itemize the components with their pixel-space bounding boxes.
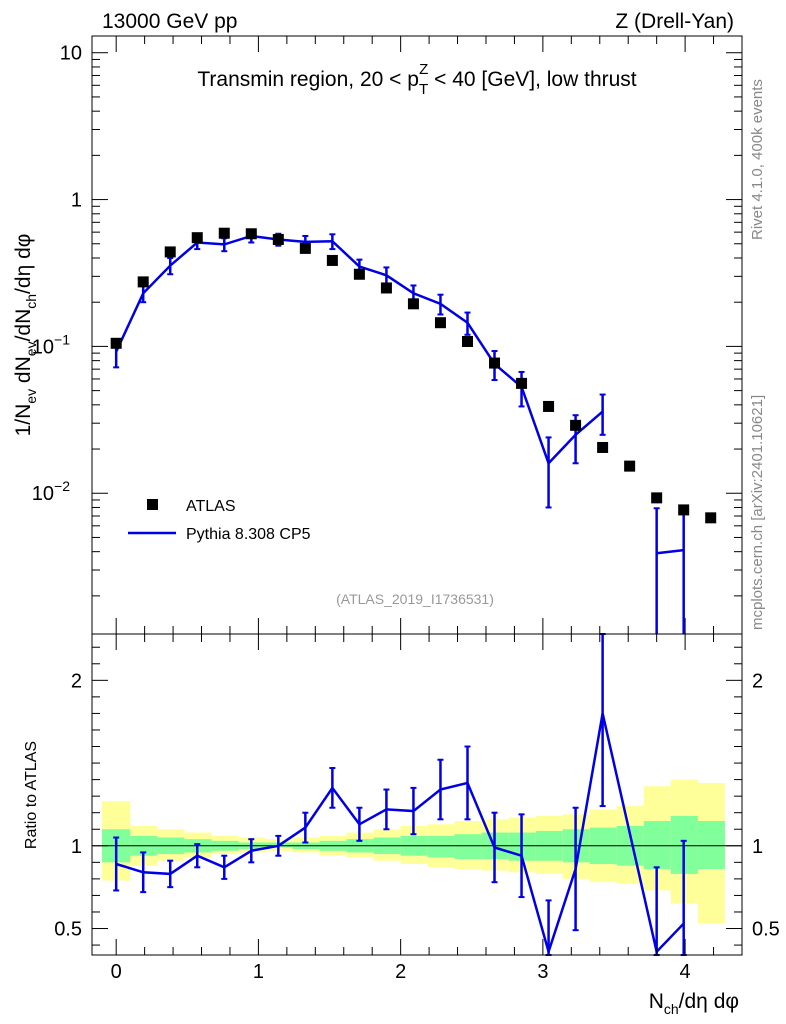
process-label: Z (Drell-Yan) [615, 10, 734, 33]
atlas-data-point [407, 298, 419, 310]
ratio-panel: 0.5 0.5 1 1 2 2 0 1 2 3 4 Ratio to ATLAS Nch/dη d… [23, 633, 780, 1017]
atlas-data-point [543, 400, 555, 412]
legend-label-atlas: ATLAS [186, 498, 236, 515]
x-tick-label: 1 [253, 961, 264, 983]
atlas-data-point [624, 460, 636, 472]
title-post: < 40 [GeV], low thrust [428, 68, 637, 91]
ratio-band-inner [427, 835, 455, 858]
plot-title: Transmin region, 20 < pTZ < 40 [GeV], lo… [197, 61, 636, 98]
ratio-y-tick-label-right: 0.5 [752, 919, 780, 941]
x-tick-label: 2 [395, 961, 406, 983]
atlas-data-point [218, 227, 230, 239]
atlas-data-point [597, 441, 609, 453]
atlas-data-point [705, 512, 717, 524]
atlas-data-point [380, 282, 392, 294]
x-tick-label: 0 [111, 961, 122, 983]
ratio-y-axis: 0.5 0.5 1 1 2 2 [54, 646, 780, 946]
ratio-uncertainty-bands [101, 779, 725, 924]
legend-label-mc: Pythia 8.308 CP5 [186, 526, 311, 543]
y-tick-label-exponent: −2 [54, 478, 70, 494]
ratio-x-axis: 0 1 2 3 4 [111, 634, 743, 983]
x-tick-label: 3 [537, 961, 548, 983]
atlas-data-point [164, 246, 176, 258]
ratio-y-tick-label: 1 [71, 836, 82, 858]
atlas-data-point [461, 335, 473, 347]
x-tick-label: 4 [680, 961, 691, 983]
atlas-data-point [326, 254, 338, 266]
ratio-y-tick-label-right: 1 [752, 836, 763, 858]
atlas-data-point [191, 232, 203, 244]
atlas-data-point [137, 276, 149, 288]
ratio-plot-frame [91, 633, 743, 956]
atlas-data-point [678, 504, 690, 516]
y-tick-label: 1 [71, 190, 82, 212]
y-tick-label-exponent: −1 [54, 331, 70, 347]
main-y-axis-label: 1/Nev dNev/dNch/dη dφ [12, 234, 39, 437]
data-series-main [110, 227, 717, 524]
atlas-data-point [110, 337, 122, 349]
ratio-y-axis-label: Ratio to ATLAS [23, 741, 40, 849]
title-sup: Z [419, 61, 428, 78]
ratio-band-inner [643, 820, 671, 869]
main-x-axis [115, 36, 743, 634]
atlas-data-point [434, 317, 446, 329]
ratio-y-tick-label-right: 2 [752, 670, 763, 692]
atlas-data-point [570, 419, 582, 431]
atlas-data-point [651, 492, 663, 504]
atlas-data-point [272, 233, 284, 245]
main-plot-frame [91, 35, 743, 635]
mc-line-main [656, 548, 684, 555]
ratio-y-tick-label: 0.5 [54, 919, 82, 941]
atlas-data-point [489, 357, 501, 369]
y-tick-label: 10 [60, 43, 82, 65]
title-pre: Transmin region, 20 < p [197, 68, 419, 91]
atlas-data-point [245, 228, 257, 240]
legend: ATLAS Pythia 8.308 CP5 [128, 498, 311, 543]
atlas-data-point [299, 242, 311, 254]
atlas-data-point [353, 268, 365, 280]
mcplots-label: mcplots.cern.ch [arXiv:2401.10621] [749, 395, 766, 630]
y-tick-label: 10−2 [32, 478, 70, 505]
mc-series-main [113, 229, 687, 634]
rivet-label: Rivet 4.1.0, 400k events [749, 79, 766, 240]
analysis-label: (ATLAS_2019_I1736531) [336, 591, 494, 607]
title-sub: T [419, 81, 428, 98]
ratio-band-inner [697, 820, 725, 869]
ratio-y-tick-label: 2 [71, 670, 82, 692]
atlas-data-point [516, 377, 528, 389]
ratio-band-inner [454, 834, 482, 860]
x-axis-label: Nch/dη dφ [649, 990, 739, 1017]
collision-label: 13000 GeV pp [102, 10, 237, 33]
mc-series-ratio [113, 633, 687, 956]
legend-marker-atlas [147, 499, 158, 510]
